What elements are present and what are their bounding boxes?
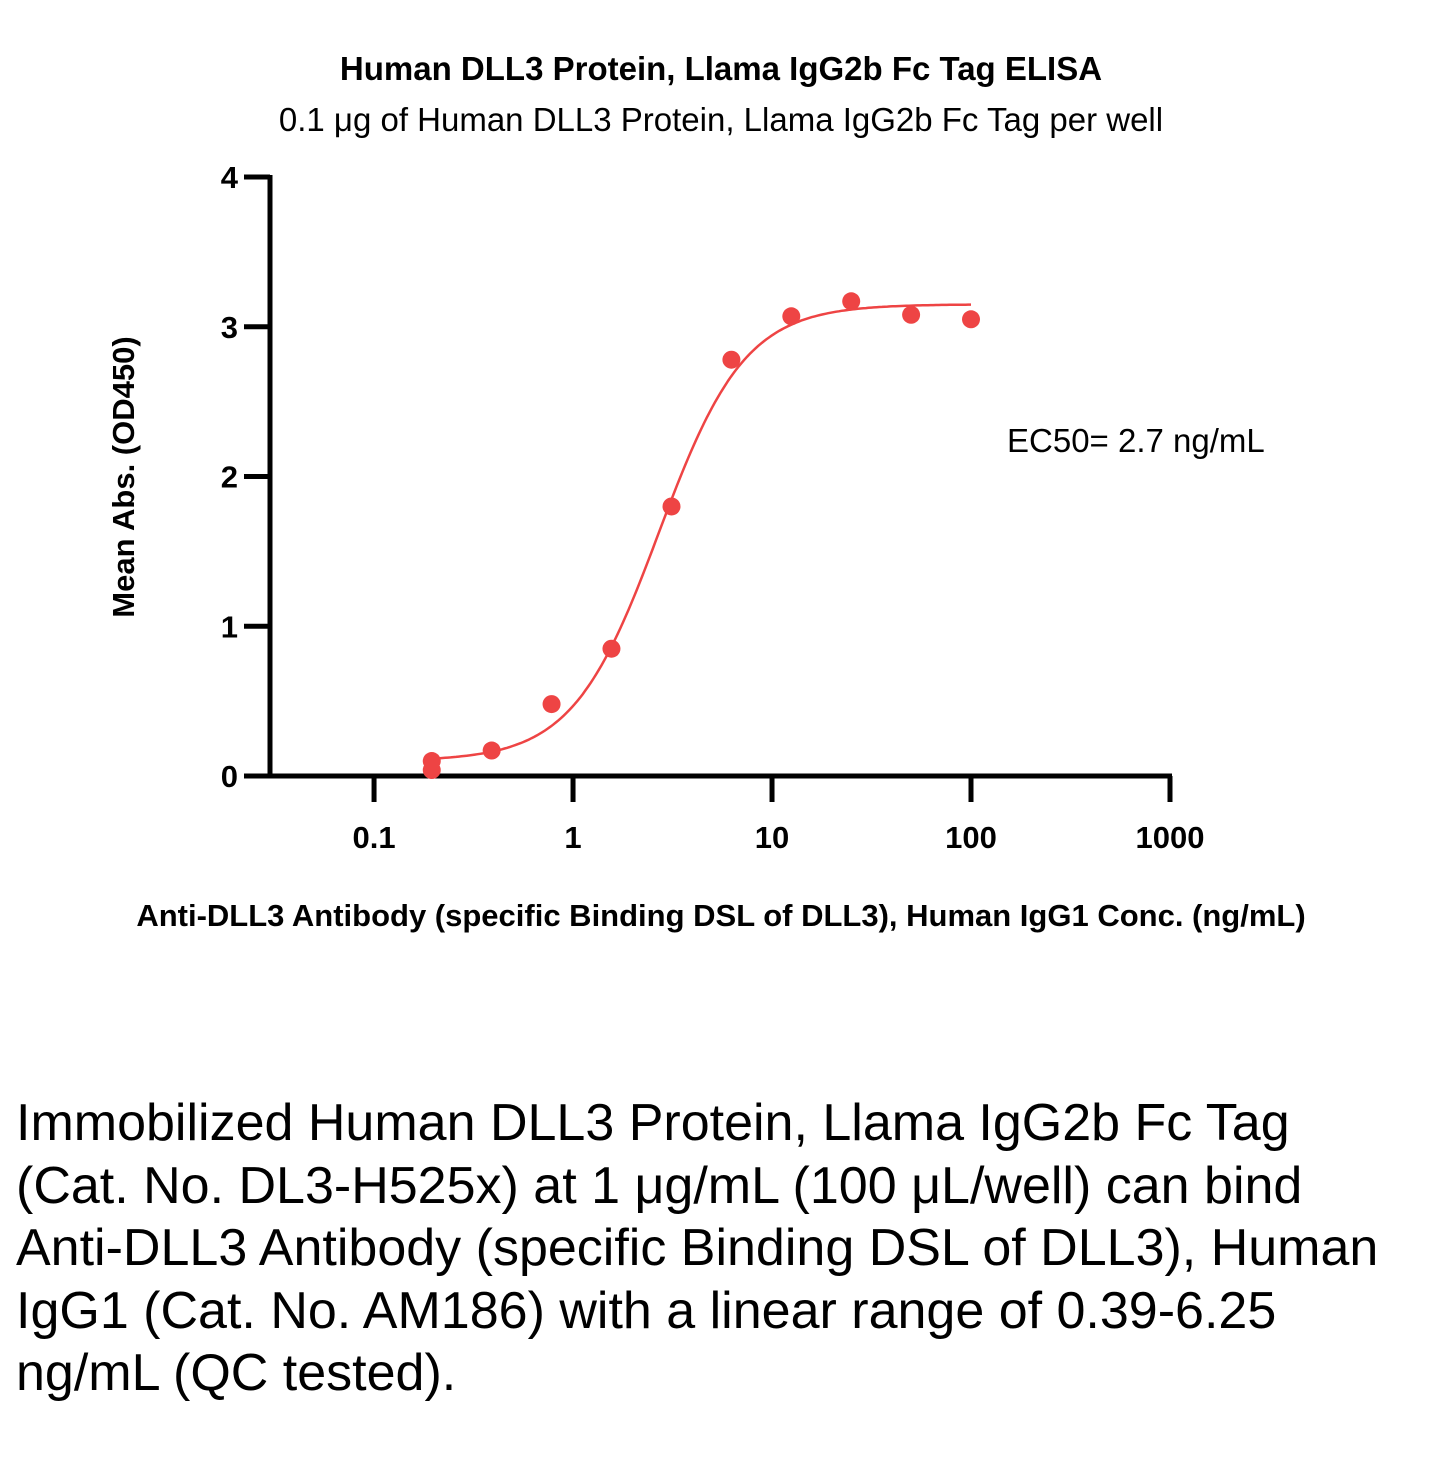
x-axis-title: Anti-DLL3 Antibody (specific Binding DSL… [136,898,1305,933]
data-points [422,292,981,780]
x-tick-label: 1000 [1136,820,1205,855]
caption-text: Immobilized Human DLL3 Protein, Llama Ig… [16,1094,1379,1402]
x-tick-label: 1 [564,820,581,855]
x-tick-label: 100 [945,820,997,855]
data-point [962,310,981,329]
fit-curve-group [431,303,971,760]
y-axis-title: Mean Abs. (OD450) [106,336,141,617]
chart-title: Human DLL3 Protein, Llama IgG2b Fc Tag E… [340,50,1102,87]
y-tick-label: 3 [221,310,238,345]
y-tick-label: 1 [221,609,238,644]
data-point [902,305,921,324]
fit-curve [431,303,971,760]
data-point [482,741,501,760]
data-point [422,761,441,780]
x-tick-label: 10 [755,820,789,855]
data-point [782,307,801,326]
chart-subtitle: 0.1 μg of Human DLL3 Protein, Llama IgG2… [279,101,1163,138]
y-tick-label: 4 [221,160,239,195]
x-tick-label: 0.1 [352,820,395,855]
elisa-chart: Human DLL3 Protein, Llama IgG2b Fc Tag E… [106,50,1306,933]
data-point [722,350,741,369]
data-point [542,695,561,714]
y-tick-label: 2 [221,460,238,495]
ec50-annotation: EC50= 2.7 ng/mL [1007,422,1265,459]
data-point [842,292,861,311]
data-point [662,497,681,516]
axes: 0 1 2 3 4 0.1 1 10 100 1000 [221,160,1205,855]
data-point [602,639,621,658]
y-tick-label: 0 [221,759,238,794]
